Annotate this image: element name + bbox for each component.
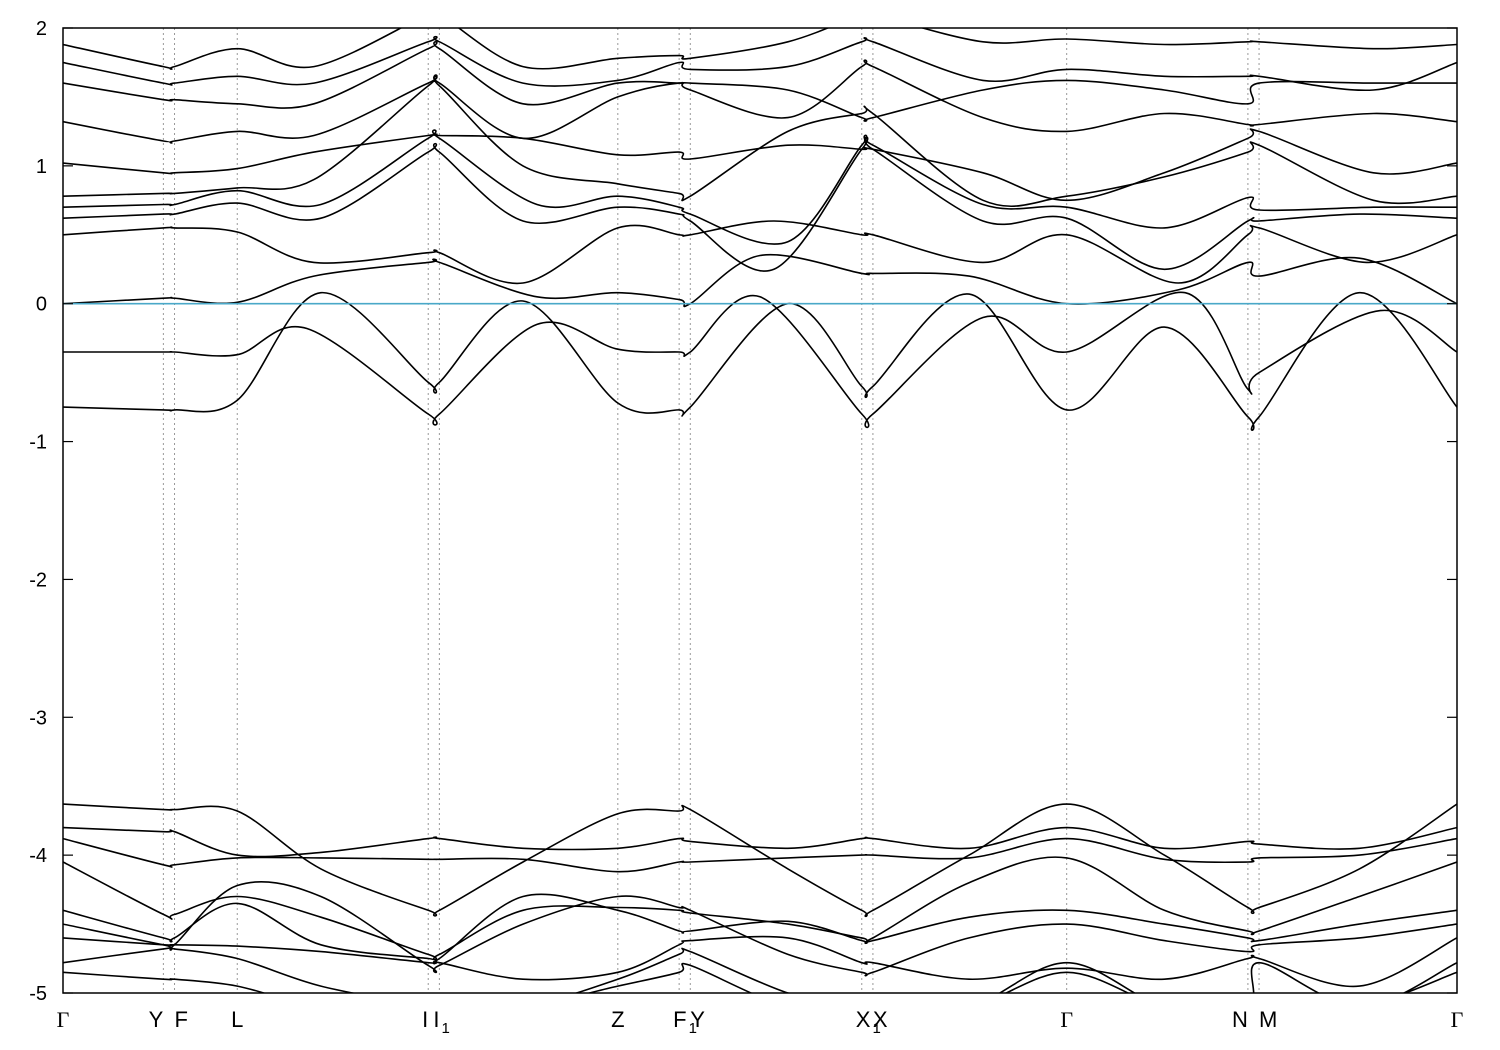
x-tick-label-9: Y bbox=[690, 1007, 705, 1032]
y-tick-label: 0 bbox=[36, 294, 47, 316]
x-tick-label-1: Γ bbox=[57, 1007, 70, 1032]
y-tick-label: -5 bbox=[29, 983, 47, 1005]
band-line-13 bbox=[63, 803, 1457, 918]
y-tick-label: -3 bbox=[29, 707, 47, 729]
band-line-14 bbox=[63, 826, 1457, 858]
band-line-17 bbox=[63, 893, 1457, 965]
high-symmetry-lines bbox=[162, 28, 1260, 993]
y-tick-label: -1 bbox=[29, 432, 47, 454]
band-line-12 bbox=[63, 28, 1457, 70]
x-tick-label-4: L bbox=[231, 1007, 243, 1032]
x-tick-label-2: Y bbox=[149, 1007, 164, 1032]
x-tick-label-11: X bbox=[873, 1007, 888, 1032]
y-tick-label: 1 bbox=[36, 156, 47, 178]
y-tick-label: -2 bbox=[29, 569, 47, 591]
x-tick-label-12: Γ bbox=[1060, 1007, 1073, 1032]
band-lines bbox=[63, 28, 1457, 993]
band-line-3 bbox=[63, 253, 1457, 308]
x-tick-label-7: Z bbox=[611, 1007, 624, 1032]
band-line-18 bbox=[63, 880, 1457, 977]
band-line-11 bbox=[63, 35, 1457, 92]
band-line-8 bbox=[63, 128, 1457, 202]
band-line-10 bbox=[63, 41, 1457, 122]
x-tick-label-13: N bbox=[1232, 1007, 1248, 1032]
x-tick-label-5: I bbox=[422, 1007, 428, 1032]
x-axis-ticks: Γ Y F L I I 1 Z F 1Y X 1X Γ N M Γ bbox=[57, 1007, 1464, 1037]
band-line-1 bbox=[63, 291, 1457, 431]
y-tick-label: 2 bbox=[36, 18, 47, 40]
x-tick-label-15: Γ bbox=[1451, 1007, 1464, 1032]
band-line-15 bbox=[63, 837, 1457, 873]
y-axis-ticks: 2 1 0 -1 -2 -3 -4 -5 bbox=[29, 18, 1457, 1005]
band-line-19 bbox=[63, 935, 1457, 988]
band-line-6 bbox=[63, 129, 1457, 245]
x-tick-label-3: F bbox=[175, 1007, 188, 1032]
x-tick-label-14: M bbox=[1259, 1007, 1277, 1032]
band-line-5 bbox=[63, 136, 1457, 272]
band-line-7 bbox=[63, 74, 1457, 208]
band-line-16 bbox=[63, 856, 1457, 961]
band-line-4 bbox=[63, 220, 1457, 285]
plot-frame bbox=[62, 27, 1458, 994]
band-line-21 bbox=[63, 962, 1457, 993]
y-tick-label: -4 bbox=[29, 845, 47, 867]
band-line-9 bbox=[63, 59, 1457, 144]
band-line-20 bbox=[63, 946, 1457, 993]
